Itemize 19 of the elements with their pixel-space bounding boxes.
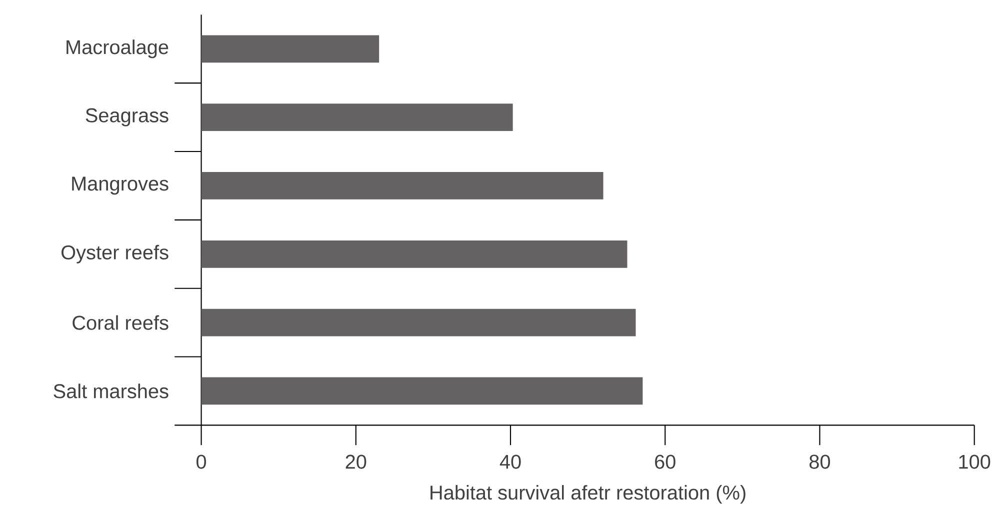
y-tick-label: Macroalage bbox=[66, 40, 168, 58]
y-tick-label: Mangroves bbox=[72, 176, 168, 195]
x-tick-label: 40 bbox=[500, 454, 521, 469]
x-tick-label: 60 bbox=[655, 454, 676, 469]
bar bbox=[201, 377, 643, 405]
y-tick-label: Salt marshes bbox=[54, 384, 168, 398]
bar bbox=[201, 35, 380, 63]
y-tick-label: Seagrass bbox=[86, 108, 168, 126]
bar bbox=[201, 240, 628, 268]
bar bbox=[201, 172, 604, 200]
y-tick-label: Oyster reefs bbox=[62, 244, 168, 264]
x-tick-label: 100 bbox=[959, 454, 990, 469]
y-tick-label: Coral reefs bbox=[72, 315, 168, 330]
x-tick-label: 20 bbox=[346, 454, 366, 469]
x-tick-label: 0 bbox=[196, 454, 206, 469]
bar bbox=[201, 308, 636, 336]
x-tick-label: 80 bbox=[810, 454, 830, 469]
x-axis-title: Habitat survival afetr restoration (%) bbox=[430, 485, 746, 504]
bar bbox=[201, 104, 513, 132]
